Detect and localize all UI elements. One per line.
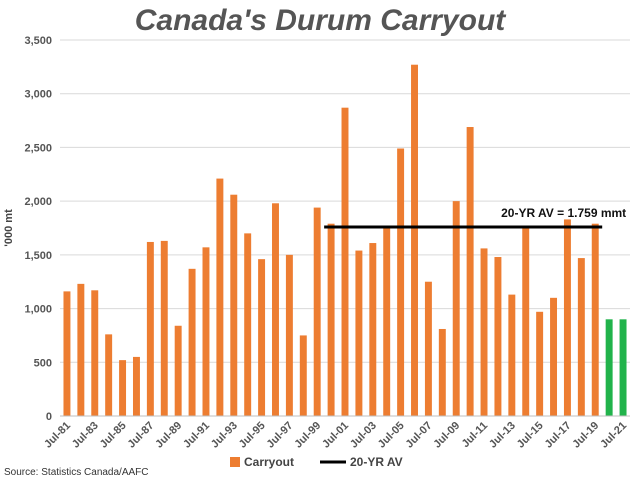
bar-jul-91 — [202, 247, 210, 416]
y-tick-label: 2,500 — [24, 142, 52, 154]
bar-jul-10 — [466, 127, 474, 416]
bar-jul-98 — [299, 335, 307, 416]
x-axis-ticks: Jul-81Jul-83Jul-85Jul-87Jul-89Jul-91Jul-… — [42, 420, 629, 451]
bar-jul-13 — [508, 294, 516, 416]
bar-jul-05 — [397, 148, 405, 416]
bar-jul-07 — [424, 281, 432, 416]
x-tick-label: Jul-09 — [431, 420, 462, 451]
x-tick-label: Jul-83 — [70, 420, 101, 451]
bar-jul-87 — [146, 241, 154, 416]
bar-jul-03 — [369, 243, 377, 416]
x-tick-label: Jul-11 — [460, 420, 491, 451]
bar-jul-08 — [438, 328, 446, 416]
x-tick-label: Jul-19 — [570, 420, 601, 451]
bar-jul-95 — [258, 259, 266, 416]
x-tick-label: Jul-87 — [126, 420, 157, 451]
x-tick-label: Jul-95 — [237, 420, 268, 451]
bar-jul-09 — [452, 201, 460, 416]
x-tick-label: Jul-93 — [209, 420, 240, 451]
y-tick-label: 0 — [46, 411, 52, 423]
bar-jul-81 — [63, 291, 71, 416]
y-axis-label: '000 mt — [3, 209, 15, 247]
x-tick-label: Jul-21 — [598, 420, 629, 451]
legend-label-average: 20-YR AV — [350, 455, 403, 469]
bar-jul-94 — [244, 233, 252, 416]
bar-jul-21 — [619, 319, 627, 416]
y-tick-label: 1,500 — [24, 250, 52, 262]
bar-jul-18 — [577, 258, 585, 416]
bar-jul-90 — [188, 268, 196, 416]
x-tick-label: Jul-13 — [487, 420, 518, 451]
bar-jul-86 — [132, 356, 140, 416]
y-tick-label: 1,000 — [24, 304, 52, 316]
bar-jul-19 — [591, 223, 599, 416]
bar-jul-12 — [494, 257, 502, 416]
x-tick-label: Jul-81 — [42, 420, 73, 451]
bar-jul-97 — [285, 254, 293, 416]
bar-jul-85 — [119, 360, 127, 416]
bar-jul-02 — [355, 250, 363, 416]
y-tick-label: 2,000 — [24, 196, 52, 208]
x-tick-label: Jul-91 — [181, 420, 212, 451]
x-tick-label: Jul-05 — [376, 420, 407, 451]
y-tick-label: 3,500 — [24, 35, 52, 47]
bar-jul-14 — [522, 226, 530, 416]
legend-swatch-carryout — [230, 457, 240, 467]
x-tick-label: Jul-03 — [348, 420, 379, 451]
bar-jul-82 — [77, 283, 85, 416]
x-tick-label: Jul-07 — [404, 420, 435, 451]
x-tick-label: Jul-85 — [98, 420, 129, 451]
x-tick-label: Jul-17 — [543, 420, 574, 451]
bar-jul-11 — [480, 248, 488, 416]
bar-jul-93 — [230, 194, 238, 416]
bar-jul-84 — [105, 334, 113, 416]
bars — [63, 64, 627, 417]
bar-jul-17 — [563, 219, 571, 416]
source-note: Source: Statistics Canada/AAFC — [4, 467, 149, 478]
bar-jul-00 — [327, 223, 335, 416]
bar-jul-06 — [411, 64, 418, 417]
bar-jul-83 — [91, 290, 99, 416]
legend: Carryout 20-YR AV — [230, 455, 403, 469]
bar-jul-99 — [313, 207, 321, 416]
bar-jul-88 — [160, 240, 168, 416]
x-tick-label: Jul-97 — [265, 420, 296, 451]
chart-title: Canada's Durum Carryout — [135, 4, 508, 37]
bar-jul-16 — [550, 297, 558, 416]
x-tick-label: Jul-15 — [515, 420, 546, 451]
y-tick-label: 3,000 — [24, 89, 52, 101]
bar-jul-20 — [605, 319, 613, 416]
legend-label-carryout: Carryout — [244, 455, 294, 469]
bar-jul-89 — [174, 325, 182, 416]
bar-jul-92 — [216, 178, 224, 416]
x-tick-label: Jul-99 — [292, 420, 323, 451]
bar-jul-01 — [341, 107, 349, 417]
y-tick-label: 500 — [34, 357, 52, 369]
x-tick-label: Jul-89 — [153, 420, 184, 451]
bar-jul-96 — [272, 203, 279, 416]
average-line-label: 20-YR AV = 1.759 mmt — [501, 206, 626, 220]
y-axis-ticks: 0 500 1,000 1,500 2,000 2,500 3,000 3,500 — [24, 35, 52, 423]
bar-jul-15 — [536, 311, 544, 416]
x-tick-label: Jul-01 — [320, 420, 351, 451]
bar-jul-04 — [383, 228, 391, 416]
